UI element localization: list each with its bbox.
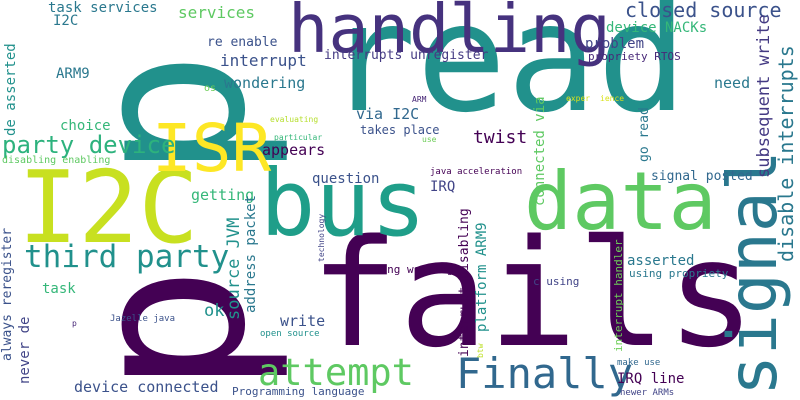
word: evaluating [270,115,319,124]
word: make use [617,358,661,368]
word: interrupt handler [612,239,625,352]
word: appears [262,141,326,159]
word: platform ARM9 [474,222,490,332]
word: go read [637,107,652,162]
word: newer ARMs [620,388,675,398]
word: bus [260,150,427,257]
word: interrupt disabling [457,208,472,357]
word: use [422,135,437,144]
word: IRQ line [617,371,685,387]
word: I2C [18,149,199,266]
word: interrupt [220,51,307,70]
word: third party [24,239,230,275]
word: party device [2,131,176,159]
word: ISR [152,110,272,187]
word: btw [476,343,485,358]
word: getting [191,186,255,204]
word: subsequent write [754,14,774,178]
word: disabling enabling [2,155,111,166]
word: asserted [627,253,695,269]
word: handling [288,0,611,68]
word: Finally [456,349,634,398]
word: read [326,0,688,146]
word: ARM [412,95,427,104]
word: wondering [224,74,306,92]
word: device connected [74,378,219,396]
word: choice [60,118,111,134]
word: Jazelle java [110,314,176,324]
word: ience [600,94,625,103]
word: java acceleration [430,167,523,177]
word: re enable [207,35,278,50]
word: p [72,319,77,328]
word: problem [585,36,645,52]
word: source JVM [224,217,244,320]
word: always reregister [0,227,15,361]
word: task services [48,0,158,16]
word: connected via [532,96,548,206]
word: task [42,281,76,297]
word: particular [274,133,323,142]
word: question [312,171,380,187]
word: exper [566,94,591,103]
word: technology [317,213,326,262]
word: device NACKs [606,20,708,36]
word: need [714,74,751,92]
word: IRQ [430,179,456,195]
word: address packet [243,194,259,313]
word: Programming language [232,385,365,398]
word: takes place [360,123,440,137]
word: os [204,83,217,94]
word: fails [310,208,756,380]
word: ok [204,301,225,321]
word: via I2C [356,105,420,123]
word: propriety RTOS [588,50,681,63]
word: interrupts unregister [324,48,489,63]
word: services [178,3,256,22]
word: open source [260,329,320,339]
word: closed source [625,0,782,22]
word: signal posted [651,169,753,184]
word: data [524,155,717,248]
word: reading writing [354,263,454,276]
word: c using [533,275,580,288]
word: twist [473,127,528,148]
word: de asserted [3,43,19,136]
word: ARM9 [56,66,90,82]
word: using propriety [629,267,729,280]
word: I2C [53,13,79,29]
word: disable interrupts [774,45,798,262]
word: never de [17,316,33,384]
word: write [280,312,326,330]
word: attempt [258,351,414,394]
